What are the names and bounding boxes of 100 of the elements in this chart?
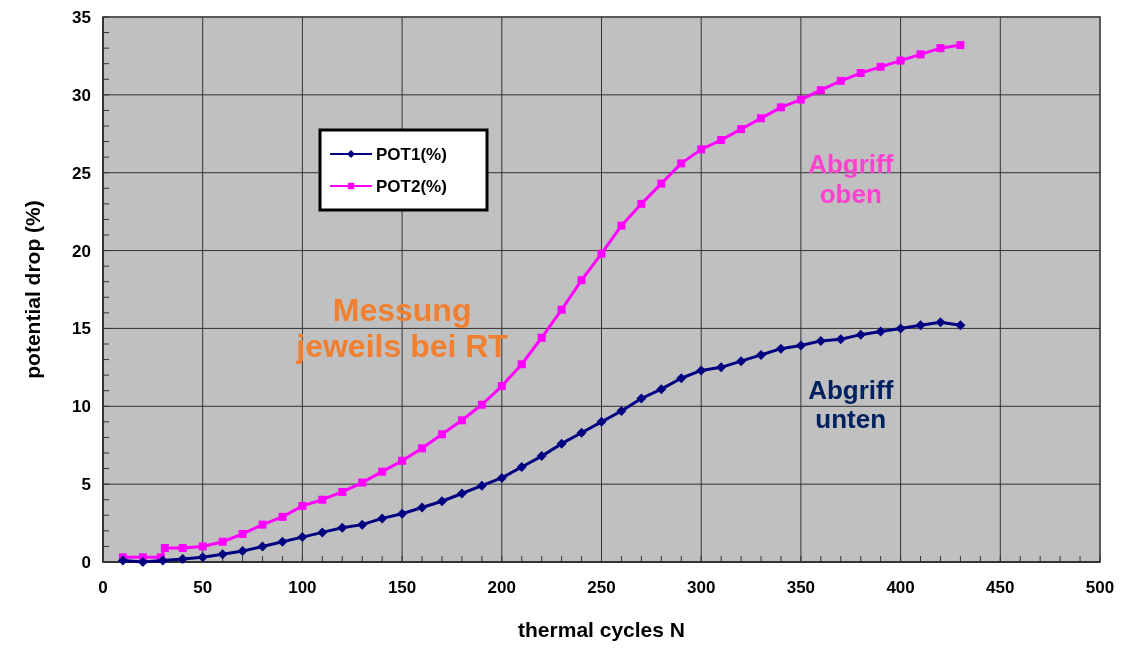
point (516, 462, 527, 473)
point (278, 512, 287, 521)
point (537, 333, 546, 342)
legend-label: POT2(%) (376, 176, 447, 196)
point (896, 56, 905, 65)
point (277, 536, 288, 547)
point (677, 159, 686, 168)
point (616, 405, 627, 416)
point (775, 343, 786, 354)
x-tick-label: 400 (886, 578, 915, 597)
point (457, 416, 466, 425)
point (437, 430, 446, 439)
point (637, 199, 646, 208)
x-tick-label: 150 (387, 578, 417, 597)
y-tick-label: 35 (72, 7, 91, 27)
point (816, 86, 825, 95)
point (517, 360, 526, 369)
point (257, 541, 268, 552)
annotation: Abgriff unten (808, 374, 894, 435)
point (337, 522, 348, 533)
point (676, 373, 687, 384)
point (577, 276, 586, 285)
point (237, 546, 248, 557)
point (855, 329, 866, 340)
point (697, 145, 706, 154)
x-tick-label: 500 (1085, 578, 1115, 597)
point (318, 495, 327, 504)
point (160, 543, 169, 552)
x-axis-title: thermal cycles N (518, 618, 685, 641)
point (795, 340, 806, 351)
point (197, 552, 208, 563)
point (916, 50, 925, 59)
point (856, 69, 865, 78)
point (218, 537, 227, 546)
point (636, 393, 647, 404)
point (756, 349, 767, 360)
point (238, 529, 247, 538)
y-axis-title: potential drop (%) (21, 200, 44, 379)
point (357, 519, 368, 530)
point (477, 400, 486, 409)
y-tick-label: 10 (72, 397, 91, 417)
point (418, 444, 427, 453)
point (317, 527, 328, 538)
point (557, 305, 566, 314)
y-tick-label: 15 (72, 319, 91, 339)
point (576, 427, 587, 438)
x-tick-label: 100 (288, 578, 317, 597)
y-tick-label: 25 (72, 163, 91, 183)
point (875, 326, 886, 337)
point (737, 125, 746, 134)
point (436, 496, 447, 507)
point (397, 508, 408, 519)
x-tick-label: 250 (587, 578, 616, 597)
point (617, 221, 626, 230)
point (657, 179, 666, 188)
point (935, 317, 946, 328)
point (157, 555, 168, 566)
point (398, 456, 407, 465)
point (198, 542, 207, 551)
x-tick-label: 50 (193, 578, 213, 597)
x-tick-label: 300 (687, 578, 716, 597)
point (956, 41, 965, 50)
annotation: Abgriff oben (808, 148, 894, 209)
point (776, 103, 785, 112)
point (895, 323, 906, 334)
point (378, 467, 387, 476)
point (338, 487, 347, 496)
point (297, 532, 308, 543)
point (476, 480, 487, 491)
y-tick-label: 20 (72, 241, 91, 261)
point (597, 249, 606, 258)
x-tick-label: 200 (487, 578, 516, 597)
point (656, 384, 667, 395)
x-tick-label: 0 (98, 578, 108, 597)
point (915, 320, 926, 331)
point (358, 478, 367, 487)
point (298, 501, 307, 510)
point (736, 356, 747, 367)
point (757, 114, 766, 123)
y-tick-label: 5 (81, 475, 91, 495)
point (696, 365, 707, 376)
point (117, 555, 128, 566)
point (497, 382, 506, 391)
point (556, 438, 567, 449)
y-tick-label: 0 (81, 552, 91, 572)
y-tick-label: 30 (72, 85, 91, 105)
point (456, 488, 467, 499)
legend-label: POT1(%) (376, 144, 447, 164)
point (876, 62, 885, 71)
point (496, 472, 507, 483)
point (258, 520, 267, 529)
point (417, 502, 428, 513)
point (936, 44, 945, 53)
x-tick-label: 450 (986, 578, 1015, 597)
point (178, 543, 187, 552)
point (377, 513, 388, 524)
point (836, 76, 845, 85)
point (717, 136, 726, 145)
point (536, 451, 547, 462)
point (955, 320, 966, 331)
